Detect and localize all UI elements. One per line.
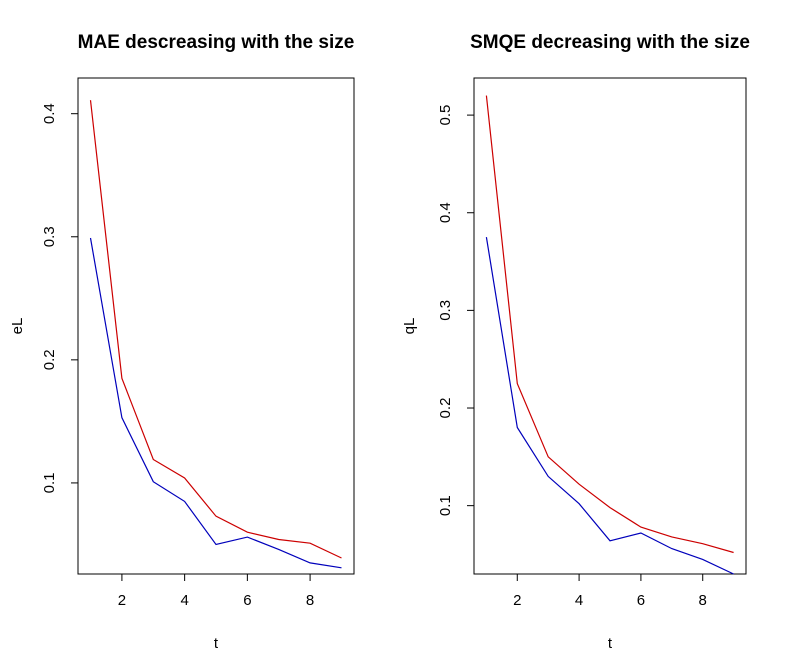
x-axis-label: t: [608, 635, 613, 652]
y-tick-label: 0.5: [437, 105, 454, 126]
x-axis: 2 4 6 8: [513, 573, 707, 609]
y-tick-label: 0.2: [437, 398, 454, 419]
x-tick-label: 4: [180, 592, 188, 609]
y-tick-label: 0.3: [437, 300, 454, 321]
y-tick-label: 0.4: [437, 202, 454, 223]
series-line-blue: [89, 237, 342, 569]
plot-frame: [473, 77, 747, 575]
series-line-blue: [485, 237, 734, 575]
y-axis: 0.1 0.2 0.3 0.4: [41, 103, 79, 493]
plot-frame: [77, 77, 355, 575]
x-tick-label: 2: [513, 592, 521, 609]
x-axis-label: t: [214, 635, 219, 652]
y-tick-label: 0.3: [41, 226, 58, 247]
chart-title: SMQE decreasing with the size: [470, 32, 750, 53]
x-tick-label: 6: [243, 592, 251, 609]
y-axis-label: qL: [401, 318, 418, 335]
y-tick-label: 0.2: [41, 349, 58, 370]
x-tick-label: 6: [637, 592, 645, 609]
x-tick-label: 2: [118, 592, 126, 609]
y-axis: 0.1 0.2 0.3 0.4 0.5: [437, 105, 475, 516]
x-axis: 2 4 6 8: [118, 573, 314, 609]
y-tick-label: 0.1: [437, 495, 454, 516]
series-group: [485, 95, 734, 575]
y-axis-label: eL: [9, 318, 26, 335]
x-tick-label: 8: [306, 592, 314, 609]
series-group: [89, 100, 342, 569]
series-line-red: [89, 100, 342, 559]
x-tick-label: 8: [699, 592, 707, 609]
y-tick-label: 0.1: [41, 472, 58, 493]
chart-title: MAE descreasing with the size: [78, 32, 355, 53]
x-tick-label: 4: [575, 592, 583, 609]
series-line-red: [485, 95, 734, 554]
y-tick-label: 0.4: [41, 103, 58, 124]
